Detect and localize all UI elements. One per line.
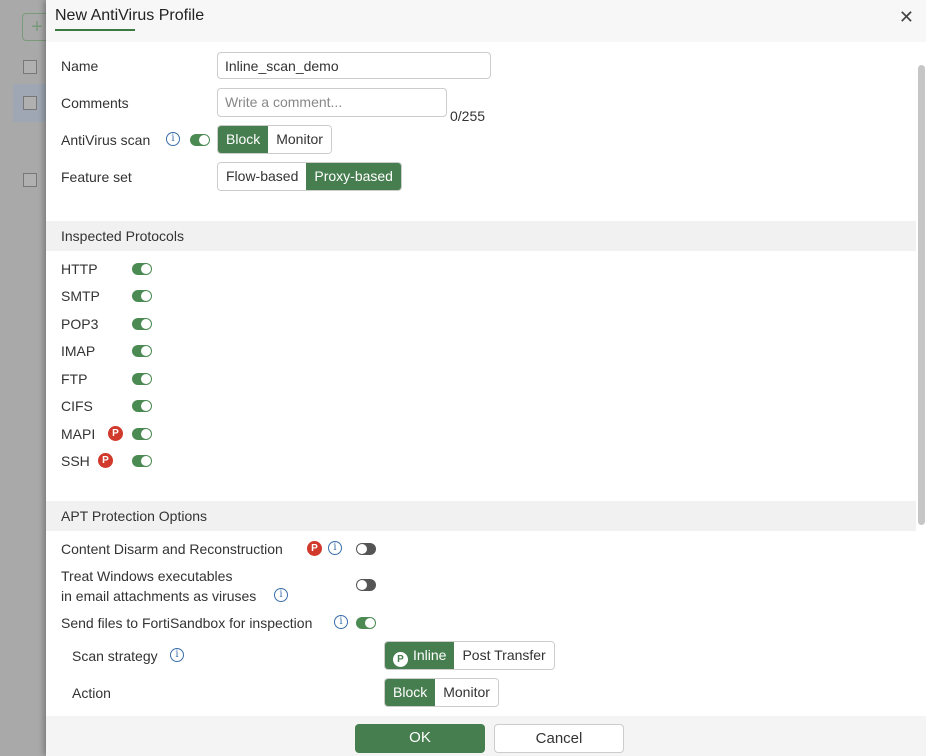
cdr-label: Content Disarm and Reconstruction [61,541,283,557]
info-icon[interactable]: i [274,588,288,602]
antivirus-profile-dialog: New AntiVirus Profile ✕ Name Inline_scan… [46,0,926,756]
row-checkbox [23,96,37,110]
action-monitor-option[interactable]: Monitor [435,679,498,706]
imap-toggle[interactable] [132,345,152,357]
info-icon[interactable]: i [166,132,180,146]
sandbox-label: Send files to FortiSandbox for inspectio… [61,615,313,631]
scan-strategy-selector: P Inline Post Transfer [384,641,555,670]
select-all-checkbox [23,60,37,74]
name-label: Name [61,58,99,74]
info-icon[interactable]: i [170,648,184,662]
protocol-ssh: SSH [61,453,90,469]
comments-input[interactable]: Write a comment... [217,88,447,117]
inline-option-label: Inline [413,647,447,663]
scan-strategy-label: Scan strategy [72,648,158,664]
proxy-badge-icon: P [108,426,123,441]
info-icon[interactable]: i [334,615,348,629]
background-page: + [0,0,53,756]
protocol-cifs: CIFS [61,398,93,414]
apt-protection-header: APT Protection Options [46,501,916,531]
protocol-ftp: FTP [61,371,88,387]
treat-exe-label-2: in email attachments as viruses [61,588,257,604]
name-input[interactable]: Inline_scan_demo [217,52,491,79]
action-selector: Block Monitor [384,678,499,707]
av-monitor-option[interactable]: Monitor [268,126,331,153]
feature-set-selector: Flow-based Proxy-based [217,162,402,191]
dialog-footer: OK Cancel [46,716,926,756]
cancel-button[interactable]: Cancel [494,724,624,753]
ssh-toggle[interactable] [132,455,152,467]
mapi-toggle[interactable] [132,428,152,440]
protocol-http: HTTP [61,261,98,277]
protocol-mapi: MAPI [61,426,96,442]
smtp-toggle[interactable] [132,290,152,302]
proxy-badge-icon: P [98,453,113,468]
protocol-smtp: SMTP [61,288,100,304]
inline-option[interactable]: P Inline [385,642,455,669]
title-underline [55,29,135,31]
treat-exe-label-1: Treat Windows executables [61,568,233,584]
cifs-toggle[interactable] [132,400,152,412]
dialog-title: New AntiVirus Profile [55,7,205,24]
dialog-header: New AntiVirus Profile ✕ [46,0,926,42]
pop3-toggle[interactable] [132,318,152,330]
av-scan-toggle[interactable] [190,134,210,146]
action-block-option[interactable]: Block [385,679,436,706]
av-scan-mode: Block Monitor [217,125,332,154]
comments-label: Comments [61,95,129,111]
comments-count: 0/255 [450,108,486,124]
protocol-pop3: POP3 [61,316,99,332]
action-label: Action [72,685,111,701]
http-toggle[interactable] [132,263,152,275]
proxy-badge-icon: P [307,541,322,556]
av-scan-label: AntiVirus scan [61,132,151,148]
proxy-based-option[interactable]: Proxy-based [306,163,401,190]
feature-set-label: Feature set [61,169,132,185]
proxy-badge-icon: P [393,652,408,667]
ok-button[interactable]: OK [355,724,485,753]
protocol-imap: IMAP [61,343,96,359]
treat-exe-toggle[interactable] [356,579,376,591]
flow-based-option[interactable]: Flow-based [218,163,307,190]
scrollbar[interactable] [918,65,925,525]
row-checkbox [23,173,37,187]
close-icon[interactable]: ✕ [898,7,914,27]
cdr-toggle[interactable] [356,543,376,555]
info-icon[interactable]: i [328,541,342,555]
post-transfer-option[interactable]: Post Transfer [454,642,554,669]
ftp-toggle[interactable] [132,373,152,385]
inspected-protocols-header: Inspected Protocols [46,221,916,251]
av-block-option[interactable]: Block [218,126,269,153]
sandbox-toggle[interactable] [356,617,376,629]
